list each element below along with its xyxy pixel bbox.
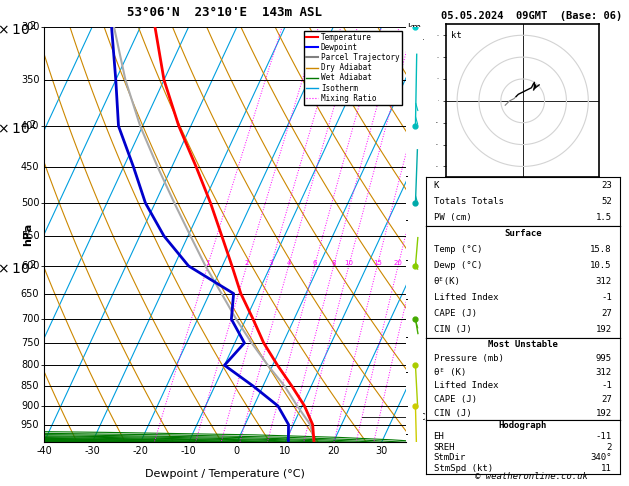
Text: -40: -40 (36, 446, 52, 456)
Text: -30: -30 (84, 446, 100, 456)
Text: 312: 312 (596, 368, 612, 377)
Text: EH: EH (433, 432, 444, 441)
Text: 3: 3 (269, 260, 273, 266)
Text: PW (cm): PW (cm) (433, 213, 471, 223)
Text: 20: 20 (327, 446, 340, 456)
Text: 52: 52 (601, 197, 612, 206)
Text: 20: 20 (394, 260, 403, 266)
Text: 1: 1 (205, 260, 210, 266)
Text: StmSpd (kt): StmSpd (kt) (433, 464, 493, 473)
Text: -1: -1 (601, 382, 612, 390)
Text: 23: 23 (601, 181, 612, 190)
Text: 550: 550 (21, 231, 40, 241)
Text: SREH: SREH (433, 443, 455, 451)
Text: CIN (J): CIN (J) (433, 325, 471, 334)
Text: km
ASL: km ASL (408, 22, 425, 42)
Text: 7: 7 (413, 215, 419, 225)
Text: 2: 2 (606, 443, 612, 451)
Text: 312: 312 (596, 278, 612, 286)
Text: 850: 850 (21, 381, 40, 391)
Text: 750: 750 (21, 338, 40, 348)
Text: 27: 27 (601, 395, 612, 404)
Text: 10: 10 (279, 446, 291, 456)
Text: 4: 4 (413, 332, 419, 342)
Text: hPa: hPa (23, 223, 33, 246)
Text: CIN (J): CIN (J) (433, 409, 471, 418)
Text: CAPE (J): CAPE (J) (433, 395, 477, 404)
Text: 900: 900 (21, 401, 40, 411)
Text: 450: 450 (21, 162, 40, 172)
Text: 11: 11 (601, 464, 612, 473)
Text: Dewp (°C): Dewp (°C) (433, 261, 482, 270)
Text: Totals Totals: Totals Totals (433, 197, 503, 206)
Text: 2: 2 (245, 260, 249, 266)
Text: Lifted Index: Lifted Index (433, 294, 498, 302)
Text: Temp (°C): Temp (°C) (433, 245, 482, 255)
Text: © weatheronline.co.uk: © weatheronline.co.uk (475, 472, 588, 481)
Text: Most Unstable: Most Unstable (487, 340, 558, 349)
Text: 1: 1 (413, 429, 419, 439)
Text: kt: kt (450, 31, 461, 40)
Text: 950: 950 (21, 419, 40, 430)
Text: 15: 15 (373, 260, 382, 266)
Text: -20: -20 (133, 446, 148, 456)
Text: 1.5: 1.5 (596, 213, 612, 223)
Text: 5: 5 (413, 294, 419, 304)
Text: 05.05.2024  09GMT  (Base: 06): 05.05.2024 09GMT (Base: 06) (441, 11, 622, 21)
Text: LCL: LCL (415, 413, 430, 422)
Text: 53°06'N  23°10'E  143m ASL: 53°06'N 23°10'E 143m ASL (127, 6, 323, 19)
Text: Surface: Surface (504, 229, 542, 239)
Text: 4: 4 (286, 260, 291, 266)
Text: Lifted Index: Lifted Index (433, 382, 498, 390)
Text: Mixing Ratio (g/kg): Mixing Ratio (g/kg) (434, 191, 443, 278)
Text: -11: -11 (596, 432, 612, 441)
Text: StmDir: StmDir (433, 453, 466, 462)
Text: 27: 27 (601, 309, 612, 318)
Text: 192: 192 (596, 409, 612, 418)
Text: 400: 400 (21, 121, 40, 131)
Text: Dewpoint / Temperature (°C): Dewpoint / Temperature (°C) (145, 469, 305, 479)
Text: 995: 995 (596, 354, 612, 363)
Text: 340°: 340° (590, 453, 612, 462)
Text: 3: 3 (413, 366, 419, 377)
Text: 350: 350 (21, 75, 40, 85)
Text: 8: 8 (413, 171, 419, 181)
Text: 8: 8 (331, 260, 336, 266)
Text: 6: 6 (312, 260, 317, 266)
Text: Pressure (mb): Pressure (mb) (433, 354, 503, 363)
Text: 0: 0 (234, 446, 240, 456)
Text: -1: -1 (601, 294, 612, 302)
Legend: Temperature, Dewpoint, Parcel Trajectory, Dry Adiabat, Wet Adiabat, Isotherm, Mi: Temperature, Dewpoint, Parcel Trajectory… (304, 31, 402, 105)
Text: 650: 650 (21, 289, 40, 298)
Text: 700: 700 (21, 314, 40, 324)
Text: θᴱ (K): θᴱ (K) (433, 368, 466, 377)
Text: θᴱ(K): θᴱ(K) (433, 278, 460, 286)
Text: 192: 192 (596, 325, 612, 334)
Text: Hodograph: Hodograph (499, 421, 547, 430)
Text: 600: 600 (21, 261, 40, 271)
Text: -10: -10 (181, 446, 197, 456)
Text: 15.8: 15.8 (590, 245, 612, 255)
Text: 10.5: 10.5 (590, 261, 612, 270)
Text: 30: 30 (376, 446, 387, 456)
Text: 300: 300 (21, 22, 40, 32)
Text: 10: 10 (344, 260, 353, 266)
Text: CAPE (J): CAPE (J) (433, 309, 477, 318)
Text: 500: 500 (21, 198, 40, 208)
Text: K: K (433, 181, 439, 190)
Text: 6: 6 (413, 255, 419, 265)
Text: 2: 2 (413, 401, 419, 411)
Text: 800: 800 (21, 360, 40, 370)
